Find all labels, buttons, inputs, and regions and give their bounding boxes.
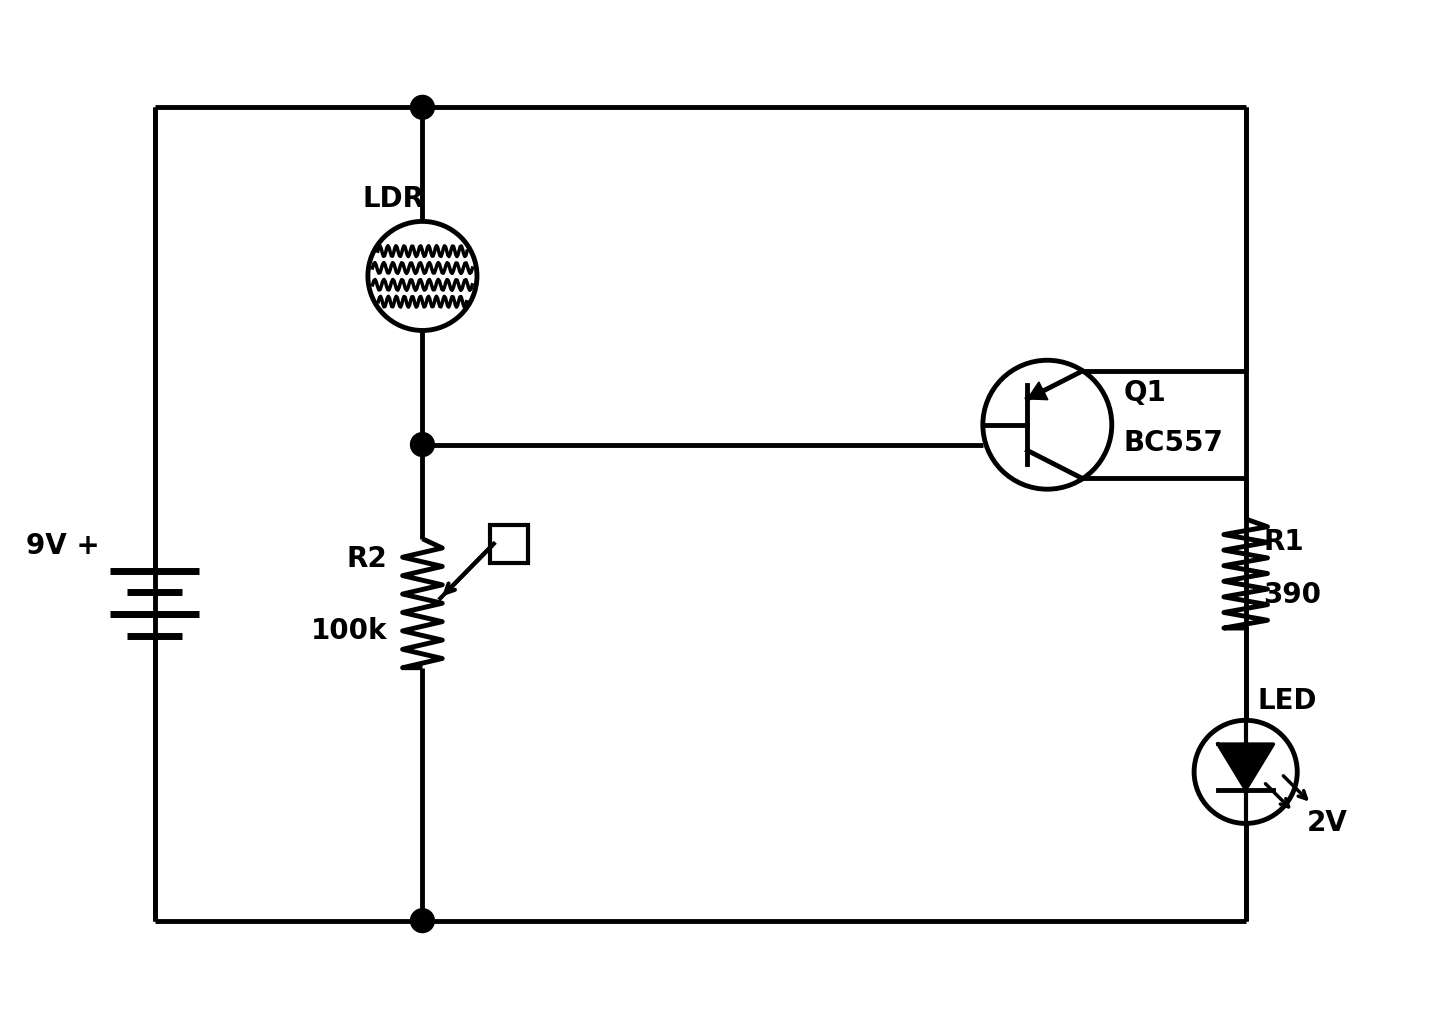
Text: BC557: BC557 xyxy=(1123,429,1224,457)
Text: 9V +: 9V + xyxy=(26,531,101,560)
Circle shape xyxy=(410,433,434,457)
Text: 2V: 2V xyxy=(1307,809,1347,838)
Circle shape xyxy=(982,360,1112,489)
Text: R2: R2 xyxy=(347,545,388,572)
Polygon shape xyxy=(1028,382,1048,399)
Text: Q1: Q1 xyxy=(1123,379,1166,407)
Circle shape xyxy=(368,221,477,331)
Polygon shape xyxy=(1218,744,1274,790)
Circle shape xyxy=(410,908,434,933)
Text: LED: LED xyxy=(1258,687,1317,716)
Text: LDR: LDR xyxy=(362,185,424,213)
Text: 100k: 100k xyxy=(311,617,388,645)
Text: 390: 390 xyxy=(1264,582,1322,609)
Text: R1: R1 xyxy=(1264,527,1304,556)
Circle shape xyxy=(410,95,434,119)
Circle shape xyxy=(1194,720,1297,823)
